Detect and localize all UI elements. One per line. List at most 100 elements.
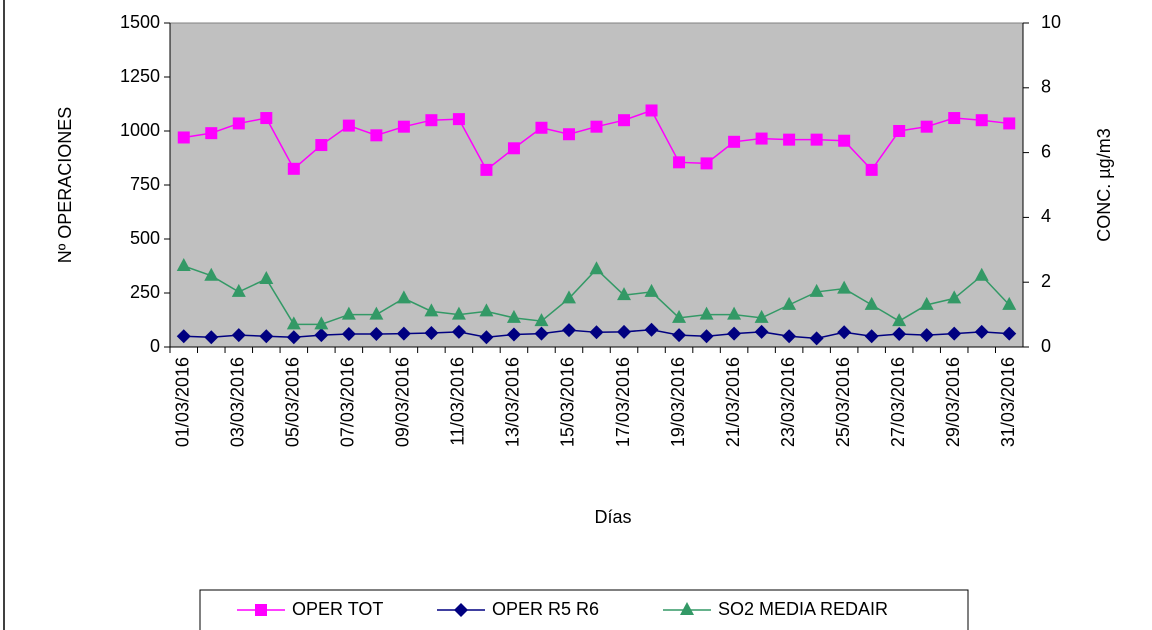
data-point	[424, 325, 439, 340]
data-point	[535, 121, 548, 134]
data-point	[727, 326, 742, 341]
data-point	[451, 306, 466, 320]
data-point	[370, 129, 383, 142]
data-point	[920, 120, 933, 133]
data-point	[396, 326, 411, 341]
y-tick-label: 1250	[120, 66, 160, 86]
data-point	[342, 119, 355, 132]
data-point	[782, 329, 797, 344]
data-point	[919, 328, 934, 343]
x-tick-label: 23/03/2016	[778, 357, 798, 447]
y-tick-label: 1500	[120, 12, 160, 32]
data-point	[561, 323, 576, 338]
data-point	[204, 330, 219, 345]
legend-marker	[255, 604, 267, 616]
x-axis-label: Días	[594, 507, 631, 527]
data-point	[644, 322, 659, 337]
data-point	[974, 267, 989, 281]
data-point	[1002, 296, 1017, 310]
y2-tick-label: 10	[1041, 12, 1061, 32]
y-tick-label: 500	[130, 228, 160, 248]
x-tick-label: 05/03/2016	[283, 357, 303, 447]
legend-label: OPER TOT	[292, 599, 383, 619]
data-point	[947, 290, 962, 304]
data-point	[617, 324, 632, 339]
data-point	[176, 258, 191, 271]
legend-label: OPER R5 R6	[492, 599, 599, 619]
data-point	[673, 156, 686, 169]
data-point	[369, 306, 384, 320]
data-point	[480, 163, 493, 176]
data-point	[727, 306, 742, 320]
data-point	[590, 120, 603, 133]
data-point	[562, 128, 575, 141]
data-point	[315, 139, 328, 152]
data-point	[396, 290, 411, 304]
y2-tick-label: 8	[1041, 77, 1051, 97]
data-point	[479, 330, 494, 345]
x-tick-label: 27/03/2016	[888, 357, 908, 447]
data-point	[892, 313, 907, 327]
data-point	[837, 325, 852, 340]
legend-label: SO2 MEDIA REDAIR	[718, 599, 888, 619]
plot-area	[169, 22, 1024, 348]
data-point	[506, 309, 521, 323]
data-point	[1002, 326, 1017, 341]
data-point	[534, 313, 549, 327]
data-point	[341, 306, 356, 320]
data-point	[644, 283, 659, 297]
data-point	[617, 287, 632, 301]
data-point	[286, 330, 301, 345]
x-tick-label: 03/03/2016	[228, 357, 248, 447]
data-point	[672, 328, 687, 343]
data-point	[974, 324, 989, 339]
x-tick-label: 29/03/2016	[943, 357, 963, 447]
data-point	[947, 326, 962, 341]
x-tick-label: 15/03/2016	[558, 357, 578, 447]
data-point	[286, 316, 301, 330]
data-point	[314, 328, 329, 343]
y2-axis-label: CONC. µg/m3	[1094, 128, 1114, 241]
data-point	[919, 296, 934, 310]
y2-tick-label: 6	[1041, 141, 1051, 161]
data-point	[314, 316, 329, 330]
data-point	[838, 134, 851, 147]
data-point	[452, 113, 465, 126]
data-point	[204, 267, 219, 281]
data-point	[177, 131, 190, 144]
legend-box	[199, 589, 969, 630]
y2-tick-label: 2	[1041, 271, 1051, 291]
data-point	[506, 327, 521, 342]
data-point	[975, 114, 988, 127]
x-tick-label: 13/03/2016	[503, 357, 523, 447]
x-tick-label: 07/03/2016	[338, 357, 358, 447]
data-point	[507, 142, 520, 155]
data-point	[479, 303, 494, 317]
data-point	[1003, 117, 1016, 130]
data-point	[837, 280, 852, 294]
data-point	[231, 283, 246, 297]
x-tick-label: 09/03/2016	[393, 357, 413, 447]
data-point	[755, 132, 768, 145]
y-tick-label: 750	[130, 174, 160, 194]
data-point	[176, 329, 191, 344]
data-point	[783, 133, 796, 146]
y2-tick-label: 4	[1041, 206, 1051, 226]
x-tick-label: 19/03/2016	[668, 357, 688, 447]
data-point	[259, 270, 274, 284]
data-point	[232, 117, 245, 130]
y2-tick-label: 0	[1041, 336, 1051, 356]
data-point	[810, 133, 823, 146]
data-point	[205, 127, 218, 140]
x-tick-label: 17/03/2016	[613, 357, 633, 447]
data-point	[754, 324, 769, 339]
data-point	[699, 329, 714, 344]
data-point	[809, 331, 824, 346]
data-point	[645, 104, 658, 117]
x-tick-label: 25/03/2016	[833, 357, 853, 447]
data-point	[589, 261, 604, 275]
data-point	[425, 114, 438, 127]
data-point	[369, 327, 384, 342]
data-point	[534, 326, 549, 341]
